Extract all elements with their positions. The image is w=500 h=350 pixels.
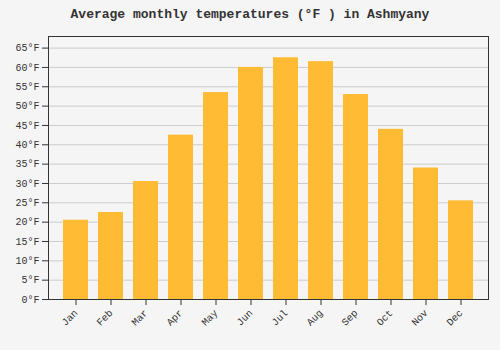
svg-text:35°F: 35°F	[15, 159, 39, 170]
svg-text:50°F: 50°F	[15, 101, 39, 112]
svg-text:55°F: 55°F	[15, 82, 39, 93]
svg-text:May: May	[200, 308, 221, 329]
svg-text:10°F: 10°F	[15, 256, 39, 267]
svg-text:Apr: Apr	[165, 308, 186, 329]
svg-text:Jul: Jul	[270, 308, 291, 329]
html-text:Average monthly temperatures (: Average monthly temperatures (°F ) in As…	[70, 7, 430, 22]
svg-text:30°F: 30°F	[15, 179, 39, 190]
svg-text:Sep: Sep	[340, 308, 361, 329]
svg-text:65°F: 65°F	[15, 43, 39, 54]
svg-text:Mar: Mar	[130, 308, 151, 329]
svg-text:Jan: Jan	[60, 308, 81, 329]
svg-text:Dec: Dec	[445, 308, 466, 329]
svg-text:60°F: 60°F	[15, 63, 39, 74]
svg-text:25°F: 25°F	[15, 198, 39, 209]
svg-text:Jun: Jun	[235, 308, 256, 329]
svg-text:40°F: 40°F	[15, 140, 39, 151]
svg-text:20°F: 20°F	[15, 217, 39, 228]
svg-text:45°F: 45°F	[15, 121, 39, 132]
svg-text:0°F: 0°F	[21, 295, 39, 306]
svg-text:Oct: Oct	[375, 308, 396, 329]
svg-text:5°F: 5°F	[21, 275, 39, 286]
svg-text:Aug: Aug	[305, 308, 326, 329]
svg-text:Feb: Feb	[95, 308, 116, 329]
svg-text:15°F: 15°F	[15, 237, 39, 248]
svg-text:Nov: Nov	[410, 308, 431, 329]
